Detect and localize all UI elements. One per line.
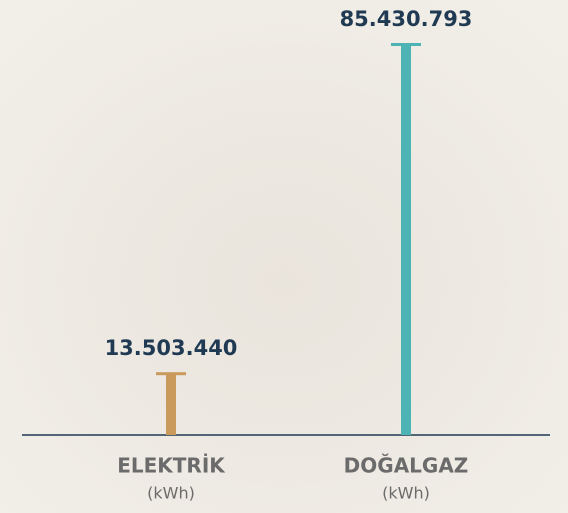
bar-cap <box>156 372 186 375</box>
bar-cap <box>391 43 421 46</box>
value-label: 13.503.440 <box>105 336 238 360</box>
x-tick-label: DOĞALGAZ <box>344 454 469 478</box>
value-label: 85.430.793 <box>340 7 473 31</box>
bar <box>401 44 411 435</box>
unit-label: (kWh) <box>382 484 430 503</box>
chart: 13.503.440 ELEKTRİK (kWh) 85.430.793 DOĞALGA… <box>0 0 568 513</box>
x-tick-label: ELEKTRİK <box>117 454 226 478</box>
background <box>0 0 568 513</box>
bar <box>166 373 176 435</box>
unit-label: (kWh) <box>147 484 195 503</box>
